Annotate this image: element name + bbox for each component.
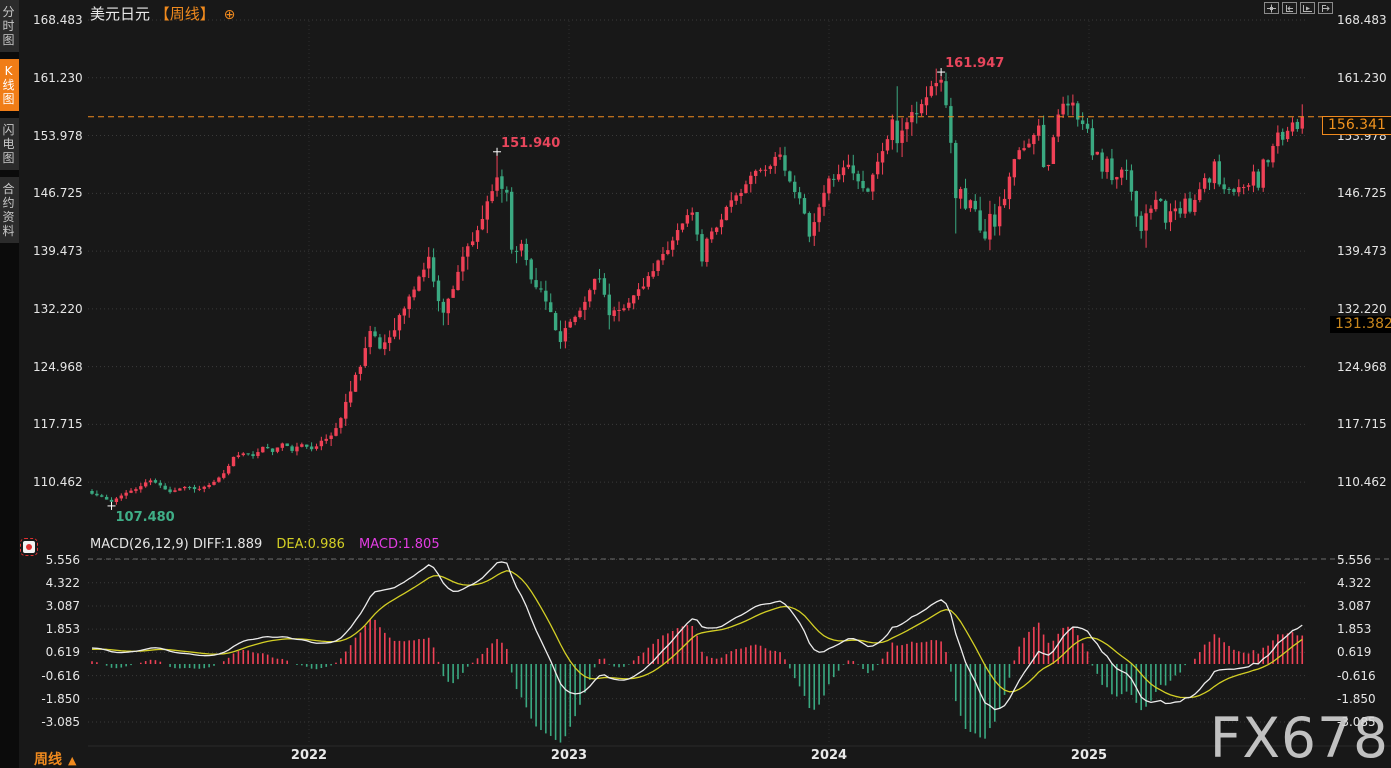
fx678-watermark: FX678 [1209, 706, 1389, 768]
macd-main-readout: MACD(26,12,9) DIFF:1.889 [90, 537, 263, 552]
period-selector-label: 周线 [34, 752, 62, 768]
sidebar: 分时图 K线图闪电图合约资料 [0, 0, 19, 768]
sidebar-item-4[interactable]: 合约资料 [0, 177, 19, 243]
period-up-arrow-icon: ▲ [68, 754, 77, 767]
auto-scale-icon[interactable] [1300, 2, 1315, 14]
period-selector[interactable]: 周线 ▲ [34, 749, 76, 768]
shift-right-icon[interactable] [1318, 2, 1333, 14]
macd-hist-readout: MACD:1.805 [359, 537, 440, 552]
sidebar-item-3[interactable]: 闪电图 [0, 118, 19, 170]
macd-readout: MACD(26,12,9) DIFF:1.889 DEA:0.986 MACD:… [90, 537, 440, 552]
indicator-marker-icon[interactable] [20, 538, 38, 556]
macd-dea-readout: DEA:0.986 [276, 537, 345, 552]
period-tag[interactable]: 【周线】 [154, 5, 215, 23]
move-tool-icon[interactable] [1264, 2, 1279, 14]
instrument-name: 美元日元 [90, 5, 151, 23]
chart-title: 美元日元 【周线】 ⊕ [90, 3, 235, 24]
add-compare-icon[interactable]: ⊕ [223, 7, 236, 23]
sidebar-item-2[interactable]: K线图 [0, 59, 19, 111]
fit-left-icon[interactable] [1282, 2, 1297, 14]
sidebar-item-1[interactable]: 分时图 [0, 0, 19, 52]
secondary-price-badge: 131.382 [1330, 315, 1391, 333]
chart-toolbar [1264, 2, 1333, 14]
current-price-badge: 156.341 [1322, 115, 1391, 135]
